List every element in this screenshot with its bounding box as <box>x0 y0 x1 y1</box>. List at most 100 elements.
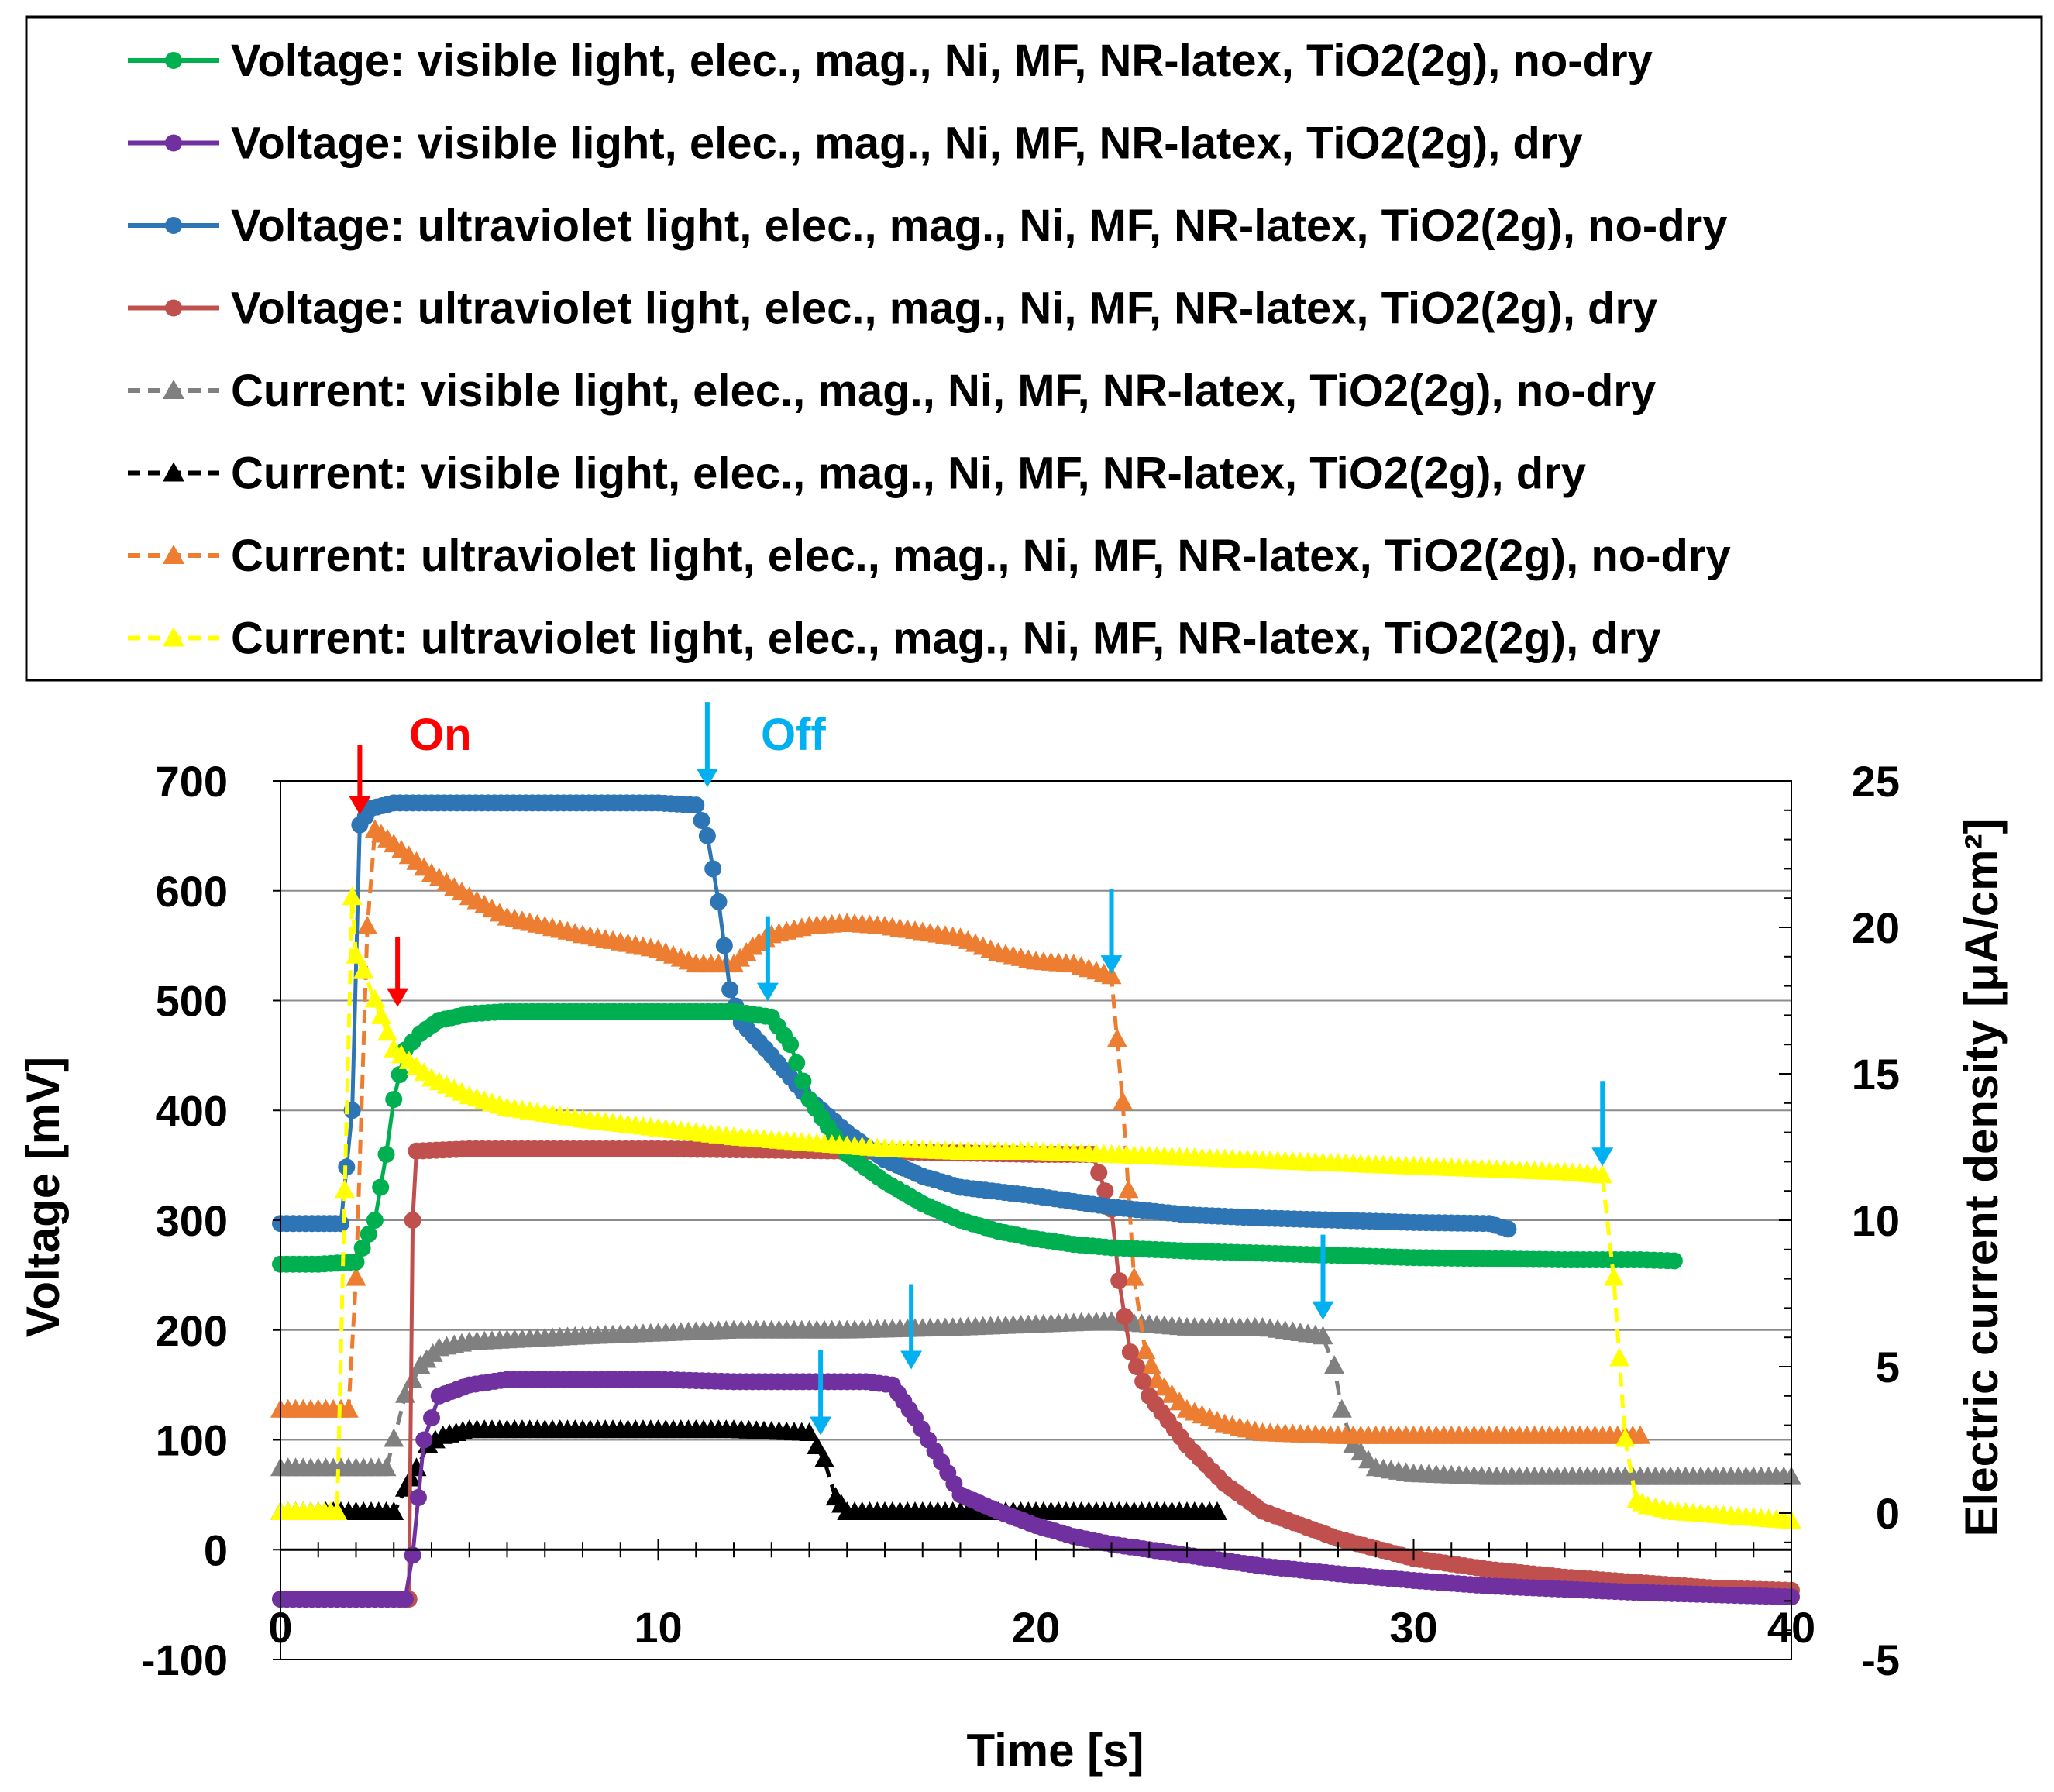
arrow-head <box>756 982 779 1002</box>
data-point <box>376 1457 397 1477</box>
arrow-head <box>696 769 718 788</box>
legend-label: Voltage: ultraviolet light, elec., mag.,… <box>231 201 1727 251</box>
data-point <box>353 1239 371 1257</box>
data-point <box>396 1591 414 1608</box>
data-point <box>1121 1343 1139 1361</box>
legend: Voltage: visible light, elec., mag., Ni,… <box>25 15 2043 682</box>
data-point <box>721 981 739 999</box>
data-point <box>1603 1267 1624 1286</box>
data-point <box>385 1091 403 1109</box>
data-point <box>1096 1182 1114 1200</box>
series-1 <box>272 1003 1683 1273</box>
data-point <box>377 1145 395 1163</box>
data-point <box>327 1501 348 1520</box>
data-point <box>338 1398 359 1418</box>
series-2 <box>272 1371 1800 1608</box>
data-point <box>391 1066 408 1084</box>
data-point <box>342 886 363 906</box>
data-point <box>1499 1220 1517 1238</box>
y2-tick-label: 5 <box>1876 1343 1900 1391</box>
y2-axis-title: Electric current density [μA/cm²] <box>1956 819 2008 1537</box>
data-point <box>1207 1501 1227 1520</box>
data-point <box>357 916 378 934</box>
data-point <box>364 989 385 1008</box>
data-point <box>371 1005 391 1024</box>
data-point <box>782 1036 800 1054</box>
data-point <box>372 1178 390 1196</box>
data-point <box>377 1022 398 1041</box>
data-point <box>1331 1398 1352 1418</box>
y-tick-label: 700 <box>156 757 228 806</box>
annotation-arrow <box>810 1350 832 1436</box>
series-layer <box>270 794 1801 1608</box>
data-point <box>415 1431 433 1449</box>
y-axis-title: Voltage [mV] <box>17 1057 69 1337</box>
annotation-arrow <box>756 916 779 1002</box>
arrow-head <box>387 988 409 1007</box>
arrow-head <box>349 796 371 815</box>
data-point <box>1106 1028 1127 1047</box>
x-tick-label: 0 <box>268 1603 292 1652</box>
data-point <box>788 1054 806 1071</box>
legend-label: Current: ultraviolet light, elec., mag.,… <box>231 531 1731 581</box>
legend-label: Current: visible light, elec., mag., Ni,… <box>231 449 1586 499</box>
y-tick-label: -100 <box>141 1636 228 1684</box>
data-point <box>332 1215 349 1233</box>
data-point <box>1090 1164 1108 1181</box>
data-point <box>384 1428 404 1447</box>
data-point <box>1135 1340 1156 1360</box>
legend-label: Voltage: ultraviolet light, elec., mag.,… <box>231 284 1657 334</box>
data-point <box>715 937 733 954</box>
data-point <box>1101 965 1122 985</box>
legend-swatch-marker <box>163 627 184 647</box>
data-point <box>1630 1425 1650 1444</box>
x-tick-label: 30 <box>1389 1603 1437 1652</box>
y2-tick-label: -5 <box>1861 1636 1900 1684</box>
data-point <box>1123 1267 1144 1286</box>
y-tick-label: 0 <box>204 1525 228 1574</box>
series-8 <box>270 886 1801 1529</box>
data-point <box>1113 1091 1134 1110</box>
legend-label: Current: visible light, elec., mag., Ni,… <box>231 366 1656 416</box>
arrow-head <box>810 1416 832 1436</box>
series-5 <box>270 1311 1801 1485</box>
data-point <box>346 944 366 964</box>
data-point <box>1609 1347 1630 1367</box>
data-point <box>1665 1252 1683 1270</box>
x-tick-label: 40 <box>1767 1603 1815 1652</box>
data-point <box>366 1212 384 1229</box>
annotation-arrow <box>1100 889 1123 975</box>
y-tick-label: 300 <box>156 1196 228 1245</box>
annotation-arrow <box>900 1284 923 1370</box>
data-point <box>1141 1355 1161 1374</box>
data-point <box>698 827 716 844</box>
annotation-arrow <box>387 937 409 1007</box>
annotation-on-label: On <box>409 710 472 760</box>
data-point <box>807 1435 827 1454</box>
data-point <box>687 796 705 814</box>
data-point <box>353 959 374 979</box>
data-point <box>704 860 722 878</box>
data-point <box>1313 1326 1333 1345</box>
data-point <box>794 1072 812 1090</box>
arrow-head <box>1591 1147 1614 1167</box>
arrow-head <box>900 1350 923 1370</box>
data-point <box>1110 1271 1128 1289</box>
data-point <box>1116 1308 1134 1326</box>
annotation-arrow <box>1591 1081 1614 1167</box>
x-tick-label: 20 <box>1012 1603 1060 1652</box>
data-point <box>404 1546 421 1564</box>
y2-tick-label: 0 <box>1876 1489 1900 1538</box>
legend-label: Current: ultraviolet light, elec., mag.,… <box>231 614 1661 664</box>
data-point <box>409 1488 427 1506</box>
data-point <box>404 1212 421 1229</box>
y-tick-label: 400 <box>156 1086 228 1135</box>
data-point <box>1324 1355 1345 1374</box>
y-tick-label: 200 <box>156 1306 228 1355</box>
y2-tick-label: 25 <box>1852 757 1900 806</box>
data-point <box>1118 1179 1139 1199</box>
data-point <box>710 893 728 910</box>
y2-tick-label: 15 <box>1852 1050 1900 1099</box>
data-point <box>384 1501 404 1520</box>
data-point <box>347 1253 365 1271</box>
